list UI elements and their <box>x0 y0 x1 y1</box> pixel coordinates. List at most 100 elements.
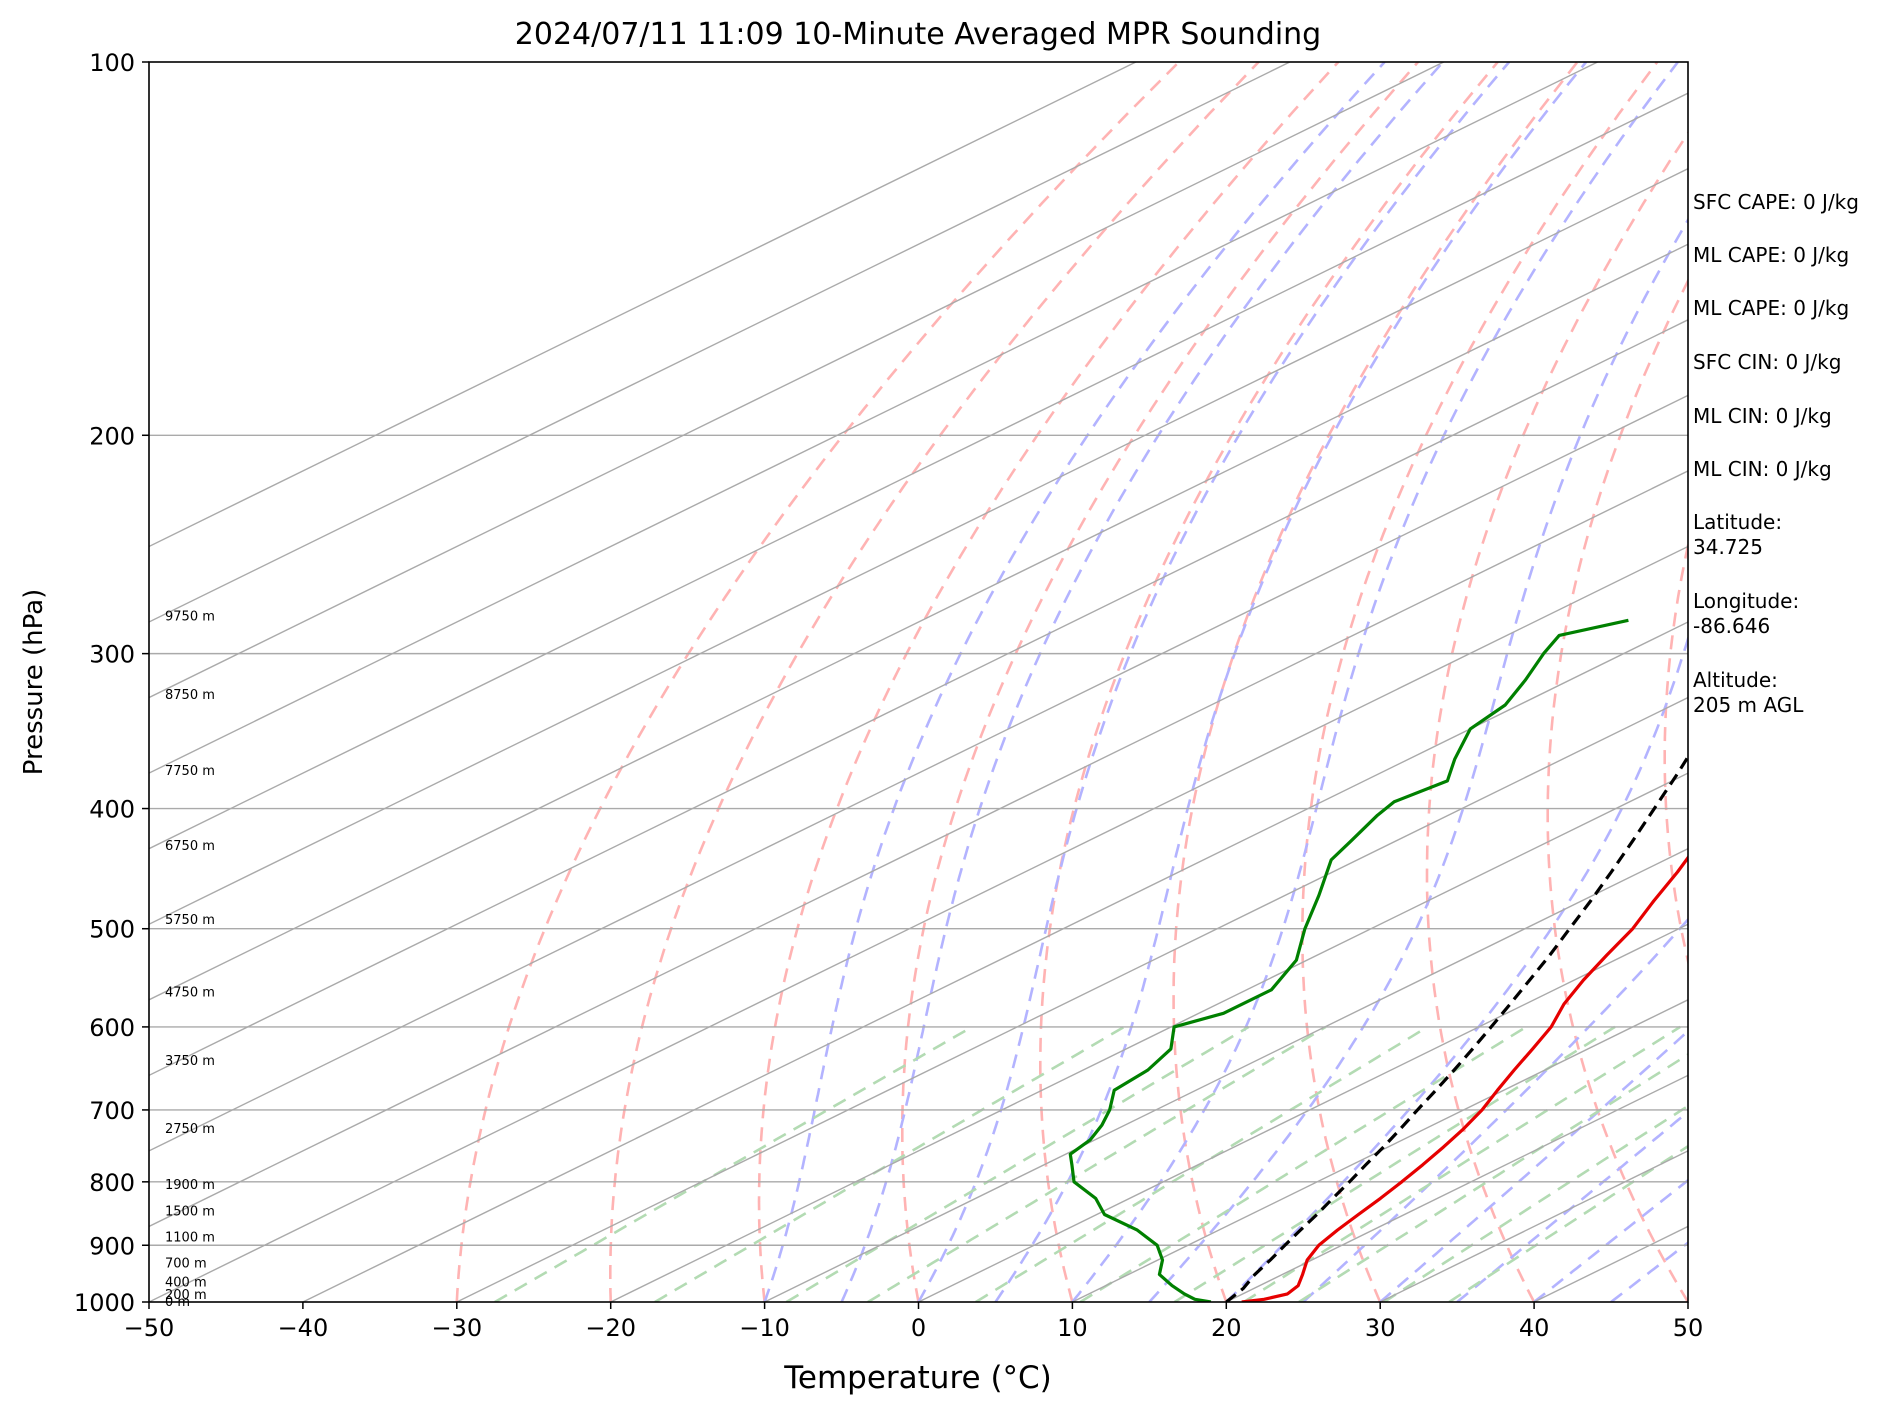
moist-adiabat <box>1302 917 1688 1302</box>
moist-adiabat <box>917 62 1511 1302</box>
mixing-ratio-line <box>785 1025 1250 1302</box>
y-tick-label: 100 <box>89 49 135 77</box>
dry-adiabat <box>608 62 1260 1302</box>
x-tick-label: 30 <box>1365 1314 1396 1342</box>
height-label: 400 m <box>165 1275 207 1290</box>
isotherm <box>1225 1074 1688 1302</box>
sidebar-value: -86.646 <box>1693 614 1771 638</box>
height-label: 1500 m <box>165 1204 215 1219</box>
moist-adiabat <box>763 62 1386 1302</box>
isotherm <box>149 243 1688 1001</box>
height-label: 5750 m <box>165 913 215 928</box>
x-tick-label: 50 <box>1673 1314 1704 1342</box>
sidebar-value: 205 m AGL <box>1693 693 1804 717</box>
dry-adiabat <box>1546 277 1688 1302</box>
mixing-ratio-line <box>494 1025 973 1302</box>
sidebar-label: SFC CIN: 0 J/kg <box>1693 350 1842 374</box>
y-tick-label: 900 <box>89 1232 135 1260</box>
dry-adiabat <box>1663 539 1688 967</box>
isotherm <box>149 92 1688 850</box>
isotherm <box>149 167 1688 926</box>
height-label: 200 m <box>165 1288 207 1303</box>
sidebar-item: Longitude: -86.646 <box>1693 589 1799 639</box>
height-label: 7750 m <box>165 764 215 779</box>
sidebar-label: ML CIN: 0 J/kg <box>1693 457 1832 481</box>
dry-adiabat <box>1301 62 1659 1302</box>
moist-adiabat <box>1148 217 1688 1302</box>
x-tick-label: 10 <box>1057 1314 1088 1342</box>
isotherm <box>456 696 1688 1302</box>
isotherm <box>302 621 1688 1302</box>
series-lines <box>1068 618 1688 1302</box>
x-tick-label: −30 <box>431 1314 482 1342</box>
background-lines <box>149 62 1893 1302</box>
x-tick-label: 20 <box>1211 1314 1242 1342</box>
height-label: 700 m <box>165 1256 207 1271</box>
y-tick-label: 700 <box>89 1097 135 1125</box>
mixing-ratio-line <box>867 1025 1327 1302</box>
x-tick-label: 0 <box>911 1314 926 1342</box>
dry-adiabat <box>1889 62 1893 1302</box>
height-label: 4750 m <box>165 986 215 1001</box>
sidebar-item: Latitude: 34.725 <box>1693 510 1782 560</box>
sidebar-item: SFC CAPE: 0 J/kg <box>1693 190 1859 215</box>
x-tick-label: −20 <box>585 1314 636 1342</box>
y-tick-label: 600 <box>89 1014 135 1042</box>
dry-adiabat <box>1425 130 1688 1302</box>
dry-adiabat <box>1172 62 1579 1302</box>
isotherm <box>1842 62 1893 1302</box>
series-line-1 <box>1241 855 1688 1302</box>
y-axis-label: Pressure (hPa) <box>19 589 49 776</box>
axes: −50 −40 −30 −20 −10 0 10 20 30 40 50 100 200 300 400 50… <box>74 49 1703 1342</box>
moist-adiabat <box>1071 62 1679 1302</box>
height-label: 3750 m <box>165 1054 215 1069</box>
series-line-3 <box>1225 753 1688 1302</box>
isotherm <box>149 394 1688 1152</box>
sidebar-value: 34.725 <box>1693 535 1763 559</box>
sidebar-item: Altitude: 205 m AGL <box>1693 668 1803 718</box>
height-label: 0 m <box>165 1295 190 1310</box>
dry-adiabat <box>455 62 1180 1302</box>
sidebar-item: ML CIN: 0 J/kg <box>1693 404 1832 429</box>
series-line-2 <box>1068 618 1629 1302</box>
sidebar-label: Latitude: <box>1693 510 1783 534</box>
mixing-ratio-line <box>1079 1025 1527 1302</box>
y-tick-label: 200 <box>89 422 135 450</box>
x-axis-label: Temperature (°C) <box>783 1360 1052 1396</box>
sidebar-label: Longitude: <box>1693 589 1800 613</box>
sidebar-item: ML CAPE: 0 J/kg <box>1693 243 1849 268</box>
isotherm <box>149 545 1688 1302</box>
mixing-ratio-line <box>1173 1025 1616 1302</box>
isotherm <box>149 62 1137 548</box>
height-label: 1100 m <box>165 1230 215 1245</box>
height-label: 9750 m <box>165 609 215 624</box>
sidebar-item: ML CAPE: 0 J/kg <box>1693 296 1849 321</box>
moist-adiabat <box>994 62 1588 1302</box>
isotherm <box>918 923 1688 1302</box>
sidebar-item: ML CIN: 0 J/kg <box>1693 457 1832 482</box>
x-tick-label: −50 <box>124 1314 175 1342</box>
isotherm <box>610 772 1688 1302</box>
sidebar-label: SFC CAPE: 0 J/kg <box>1693 190 1859 214</box>
y-tick-label: 800 <box>89 1169 135 1197</box>
y-tick-label: 300 <box>89 641 135 669</box>
height-label: 1900 m <box>165 1178 215 1193</box>
x-tick-label: −40 <box>278 1314 329 1342</box>
dry-adiabat <box>900 62 1419 1302</box>
isotherm <box>149 470 1688 1228</box>
sidebar-label: ML CAPE: 0 J/kg <box>1693 243 1850 267</box>
isotherm <box>149 62 1598 774</box>
isotherm <box>149 319 1688 1077</box>
y-tick-label: 400 <box>89 796 135 824</box>
moist-adiabat <box>1533 1178 1688 1302</box>
height-label: 2750 m <box>165 1122 215 1137</box>
mixing-ratio-line <box>1383 1104 1688 1302</box>
height-label: 8750 m <box>165 688 215 703</box>
dry-adiabat <box>1039 62 1499 1302</box>
dry-adiabat <box>757 62 1340 1302</box>
x-tick-label: 40 <box>1519 1314 1550 1342</box>
isotherm <box>149 62 1444 699</box>
isotherm <box>149 62 1291 623</box>
